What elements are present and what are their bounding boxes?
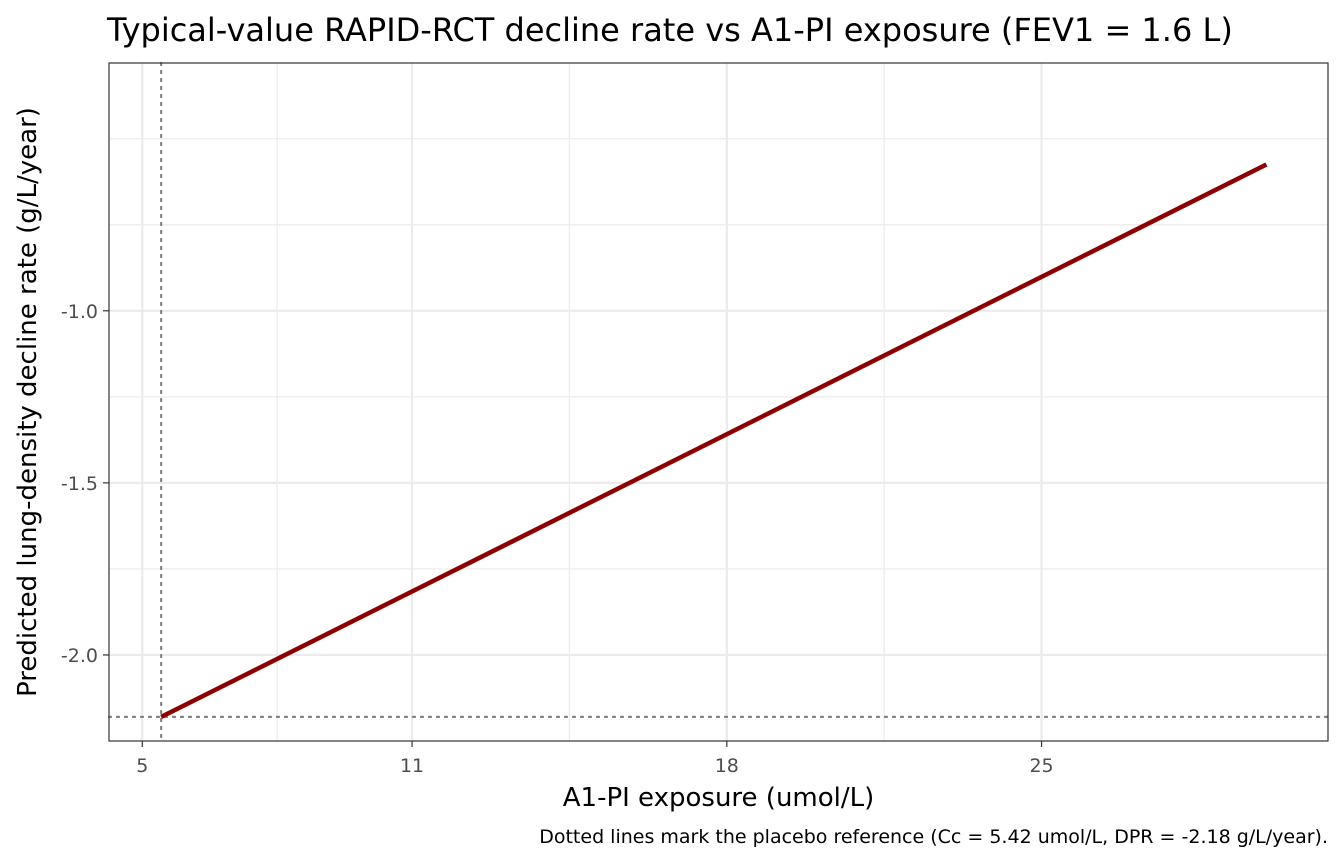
reference-lines: [107, 61, 1330, 743]
x-tick-label: 25: [1029, 755, 1053, 777]
x-tick-label: 5: [136, 755, 148, 777]
y-axis-title: Predicted lung-density decline rate (g/L…: [13, 107, 43, 697]
plot-panel-border: [108, 62, 1329, 742]
x-tick-label: 11: [400, 755, 424, 777]
major-gridlines: [109, 63, 1328, 741]
minor-gridlines: [109, 63, 1328, 741]
y-axis-ticks: -2.0 -1.5 -1.0: [61, 301, 109, 667]
chart-title: Typical-value RAPID-RCT decline rate vs …: [106, 11, 1233, 49]
series-layer: [160, 162, 1268, 719]
x-axis-title: A1-PI exposure (umol/L): [563, 783, 875, 813]
series-line: [160, 162, 1268, 719]
y-tick-label: -2.0: [61, 645, 98, 667]
y-tick-label: -1.0: [61, 301, 98, 323]
x-axis-ticks: 5 11 18 25: [136, 741, 1054, 777]
y-tick-label: -1.5: [61, 473, 98, 495]
chart-caption: Dotted lines mark the placebo reference …: [539, 826, 1328, 848]
x-tick-label: 18: [715, 755, 739, 777]
